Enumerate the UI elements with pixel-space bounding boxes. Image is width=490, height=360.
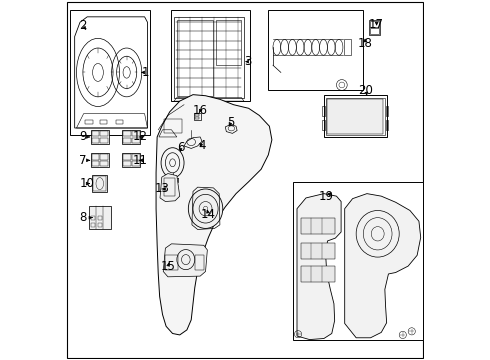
Bar	[370, 22, 379, 27]
Polygon shape	[160, 174, 180, 202]
Text: 15: 15	[161, 260, 175, 273]
Bar	[98, 216, 102, 220]
Bar	[123, 138, 131, 143]
Ellipse shape	[188, 189, 223, 228]
Polygon shape	[344, 194, 421, 338]
Bar	[123, 161, 131, 166]
Bar	[98, 223, 102, 228]
Bar	[132, 138, 140, 143]
Bar	[324, 95, 387, 137]
Bar	[368, 21, 380, 35]
Bar	[92, 175, 107, 192]
Polygon shape	[156, 95, 272, 335]
Text: 11: 11	[132, 154, 147, 167]
Text: 20: 20	[359, 84, 373, 97]
Bar	[100, 138, 108, 143]
Text: 17: 17	[369, 18, 384, 31]
Bar	[386, 120, 389, 130]
Bar	[322, 120, 325, 130]
Bar	[327, 99, 383, 134]
Bar	[294, 182, 422, 339]
Text: 12: 12	[132, 130, 147, 144]
Bar	[322, 106, 325, 116]
Bar	[100, 154, 108, 159]
Bar	[216, 21, 241, 65]
Bar	[122, 130, 140, 144]
Bar	[91, 130, 109, 144]
Bar	[91, 153, 109, 167]
Bar	[166, 255, 178, 270]
Bar	[300, 218, 335, 234]
Bar	[116, 120, 123, 125]
Bar	[91, 216, 95, 220]
Bar	[92, 154, 99, 159]
Bar	[132, 161, 140, 166]
Bar	[89, 206, 111, 229]
Text: 6: 6	[177, 141, 184, 154]
Bar	[343, 40, 351, 55]
Text: 5: 5	[227, 116, 234, 129]
Text: 4: 4	[198, 139, 205, 152]
Bar	[195, 255, 204, 270]
Bar	[100, 161, 108, 166]
Bar	[386, 106, 389, 116]
Bar	[93, 176, 106, 191]
Text: 14: 14	[200, 208, 216, 221]
Text: 2: 2	[79, 19, 87, 32]
Bar	[326, 98, 385, 135]
Bar	[164, 178, 175, 196]
Text: 16: 16	[193, 104, 208, 117]
Polygon shape	[163, 244, 207, 277]
Bar	[174, 17, 244, 98]
Bar	[123, 154, 131, 159]
Bar	[300, 243, 335, 259]
Bar	[123, 131, 131, 136]
Text: 1: 1	[142, 66, 149, 79]
Bar	[194, 113, 200, 120]
Bar	[269, 10, 364, 90]
Bar	[164, 119, 182, 134]
Bar	[195, 114, 199, 116]
Bar	[70, 10, 150, 135]
Text: 10: 10	[79, 177, 94, 190]
Text: 13: 13	[155, 183, 170, 195]
Bar	[85, 120, 93, 125]
Text: 19: 19	[319, 190, 334, 203]
Bar	[92, 131, 99, 136]
Polygon shape	[297, 194, 341, 339]
Text: 18: 18	[357, 37, 372, 50]
Bar	[122, 153, 140, 167]
Bar	[132, 131, 140, 136]
Bar	[132, 154, 140, 159]
Bar	[195, 117, 199, 119]
Bar	[92, 138, 99, 143]
Text: 8: 8	[79, 211, 92, 224]
Bar	[172, 10, 250, 101]
Bar	[370, 28, 379, 34]
Bar	[177, 21, 213, 96]
Bar	[100, 131, 108, 136]
Bar	[300, 266, 335, 282]
Text: 3: 3	[244, 55, 251, 68]
Bar	[100, 120, 107, 125]
Text: 9: 9	[79, 130, 90, 144]
Text: 7: 7	[79, 154, 90, 167]
Bar	[92, 161, 99, 166]
Bar	[91, 223, 95, 228]
